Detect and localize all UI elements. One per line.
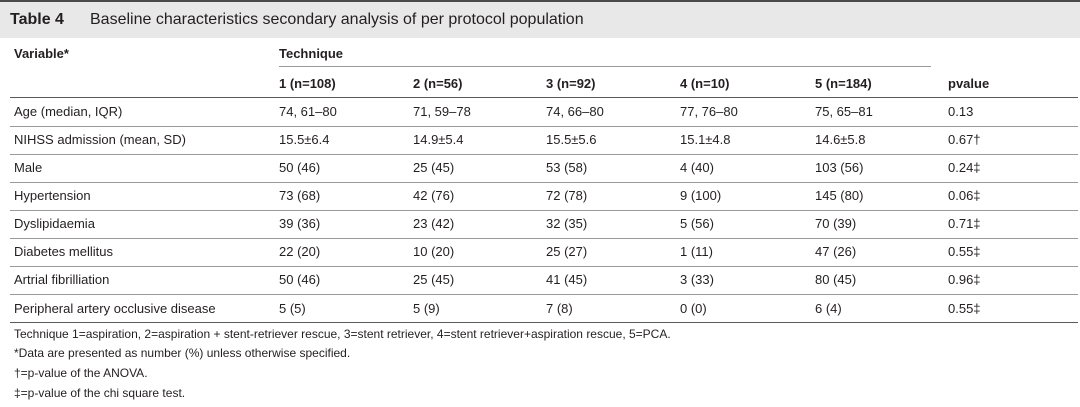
row-value-1: 5 (5): [279, 301, 306, 316]
row-divider: [10, 238, 1078, 239]
row-value-5: 80 (45): [815, 272, 857, 287]
row-value-4: 0 (0): [680, 301, 707, 316]
technique-rule: [279, 66, 931, 67]
row-value-3: 15.5±5.6: [546, 132, 597, 147]
row-value-2: 25 (45): [413, 272, 455, 287]
row-value-1: 50 (46): [279, 160, 321, 175]
table-title-bar: Table 4 Baseline characteristics seconda…: [0, 0, 1080, 38]
row-pvalue: 0.06‡: [948, 188, 981, 203]
row-value-2: 5 (9): [413, 301, 440, 316]
footnote-technique-legend: Technique 1=aspiration, 2=aspiration + s…: [14, 327, 671, 341]
row-divider: [10, 266, 1078, 267]
row-pvalue: 0.67†: [948, 132, 981, 147]
row-divider: [10, 294, 1078, 295]
row-variable: Hypertension: [14, 188, 91, 203]
row-value-5: 75, 65–81: [815, 104, 873, 119]
row-value-4: 1 (11): [680, 244, 713, 259]
header-variable: Variable*: [14, 46, 69, 61]
row-value-3: 72 (78): [546, 188, 588, 203]
row-pvalue: 0.55‡: [948, 301, 981, 316]
header-rule: [10, 97, 1078, 98]
row-pvalue: 0.55‡: [948, 244, 981, 259]
row-value-4: 5 (56): [680, 216, 714, 231]
row-variable: Male: [14, 160, 43, 175]
row-value-3: 41 (45): [546, 272, 588, 287]
header-col-1: 1 (n=108): [279, 76, 336, 91]
header-pvalue: pvalue: [948, 76, 990, 91]
row-value-1: 73 (68): [279, 188, 321, 203]
row-value-1: 74, 61–80: [279, 104, 337, 119]
row-value-2: 71, 59–78: [413, 104, 471, 119]
row-value-5: 14.6±5.8: [815, 132, 866, 147]
footnote-anova: †=p-value of the ANOVA.: [14, 366, 148, 380]
row-value-2: 23 (42): [413, 216, 455, 231]
row-value-5: 70 (39): [815, 216, 857, 231]
row-value-5: 6 (4): [815, 301, 842, 316]
footnote-chi-square: ‡=p-value of the chi square test.: [14, 386, 186, 400]
header-col-2: 2 (n=56): [413, 76, 463, 91]
row-value-4: 4 (40): [680, 160, 714, 175]
row-value-5: 103 (56): [815, 160, 864, 175]
row-value-3: 74, 66–80: [546, 104, 604, 119]
row-variable: Diabetes mellitus: [14, 244, 113, 259]
row-value-3: 32 (35): [546, 216, 588, 231]
row-value-1: 39 (36): [279, 216, 321, 231]
table-number: Table 4: [10, 11, 64, 28]
row-value-4: 15.1±4.8: [680, 132, 731, 147]
row-value-4: 77, 76–80: [680, 104, 738, 119]
row-value-5: 145 (80): [815, 188, 864, 203]
row-value-2: 42 (76): [413, 188, 455, 203]
row-value-2: 14.9±5.4: [413, 132, 464, 147]
row-value-4: 9 (100): [680, 188, 722, 203]
row-variable: Artrial fibrilliation: [14, 272, 110, 287]
row-value-5: 47 (26): [815, 244, 857, 259]
row-variable: Dyslipidaemia: [14, 216, 95, 231]
row-value-3: 25 (27): [546, 244, 588, 259]
row-variable: NIHSS admission (mean, SD): [14, 132, 186, 147]
row-divider: [10, 210, 1078, 211]
table-title: Baseline characteristics secondary analy…: [90, 11, 584, 28]
row-variable: Peripheral artery occlusive disease: [14, 301, 216, 316]
row-pvalue: 0.71‡: [948, 216, 981, 231]
header-col-5: 5 (n=184): [815, 76, 872, 91]
row-value-1: 50 (46): [279, 272, 321, 287]
row-value-1: 15.5±6.4: [279, 132, 330, 147]
row-divider: [10, 154, 1078, 155]
row-value-3: 7 (8): [546, 301, 573, 316]
header-technique: Technique: [279, 46, 344, 61]
row-value-4: 3 (33): [680, 272, 714, 287]
row-pvalue: 0.13: [948, 104, 974, 119]
header-col-3: 3 (n=92): [546, 76, 596, 91]
row-value-3: 53 (58): [546, 160, 588, 175]
row-value-2: 25 (45): [413, 160, 455, 175]
row-variable: Age (median, IQR): [14, 104, 123, 119]
row-divider: [10, 182, 1078, 183]
footnote-data-format: *Data are presented as number (%) unless…: [14, 346, 351, 360]
header-col-4: 4 (n=10): [680, 76, 730, 91]
table-bottom-rule: [10, 322, 1078, 323]
row-pvalue: 0.24‡: [948, 160, 981, 175]
row-value-1: 22 (20): [279, 244, 321, 259]
row-pvalue: 0.96‡: [948, 272, 981, 287]
row-divider: [10, 126, 1078, 127]
row-value-2: 10 (20): [413, 244, 455, 259]
